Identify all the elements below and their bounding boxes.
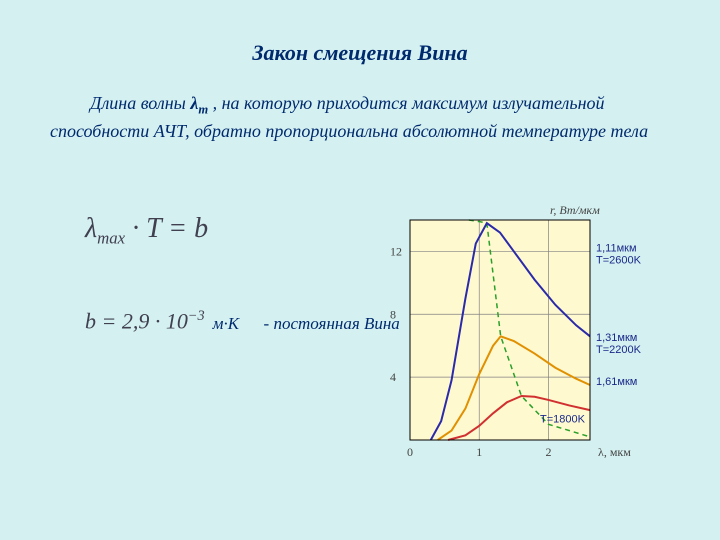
wien-chart: r, Вт/мкм0124812λ, мкм1,11мкмT=2600K1,31… bbox=[380, 200, 670, 485]
svg-text:1,31мкм: 1,31мкм bbox=[596, 332, 637, 344]
slide-root: Закон смещения Вина Длина волны λm , на … bbox=[0, 0, 720, 540]
formula-rest: · T = b bbox=[125, 213, 208, 244]
formula-lambda-sub: max bbox=[97, 228, 125, 247]
svg-text:4: 4 bbox=[390, 370, 396, 384]
para-lambda-sub: m bbox=[198, 103, 208, 117]
para-prefix: Длина волны bbox=[90, 93, 190, 113]
svg-text:1: 1 bbox=[476, 445, 482, 459]
definition-paragraph: Длина волны λm , на которую приходится м… bbox=[50, 91, 670, 143]
constant-prefix: b = 2,9 · 10 bbox=[85, 309, 188, 334]
svg-text:T=2600K: T=2600K bbox=[596, 254, 642, 266]
svg-text:1,11мкм: 1,11мкм bbox=[596, 242, 637, 254]
constant-exp: −3 bbox=[188, 308, 205, 324]
constant-expression: b = 2,9 · 10−3 bbox=[85, 308, 205, 334]
svg-text:r, Вт/мкм: r, Вт/мкм bbox=[550, 203, 600, 217]
svg-text:8: 8 bbox=[390, 307, 396, 321]
svg-text:λ, мкм: λ, мкм bbox=[598, 445, 631, 459]
svg-text:2: 2 bbox=[545, 445, 551, 459]
slide-title: Закон смещения Вина bbox=[50, 40, 670, 66]
svg-text:1,61мкм: 1,61мкм bbox=[596, 376, 637, 388]
svg-text:T=2200K: T=2200K bbox=[596, 344, 642, 356]
chart-svg: r, Вт/мкм0124812λ, мкм1,11мкмT=2600K1,31… bbox=[380, 200, 670, 485]
svg-text:T=1800K: T=1800K bbox=[540, 414, 586, 426]
svg-text:0: 0 bbox=[407, 445, 413, 459]
constant-unit: м·К bbox=[213, 314, 239, 334]
svg-text:12: 12 bbox=[390, 244, 402, 258]
formula-lambda: λ bbox=[85, 213, 97, 244]
